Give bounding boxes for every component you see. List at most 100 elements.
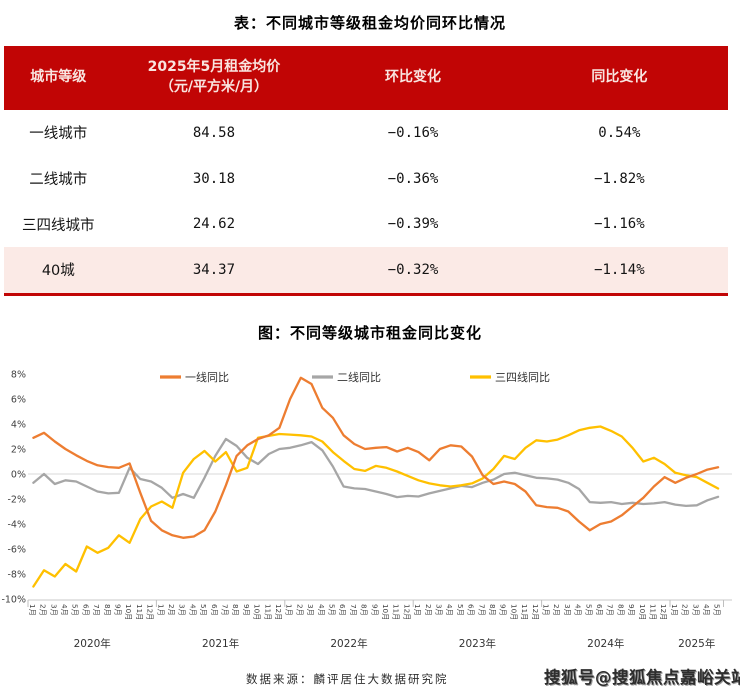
cell-tier: 40城: [41, 263, 75, 280]
cell-yoy: 0.54%: [598, 124, 641, 141]
table-row: 二线城市 30.18 −0.36% −1.82%: [4, 156, 728, 202]
x-month-label: 8月: [488, 604, 497, 616]
x-month-label: 6月: [467, 604, 476, 616]
x-month-label: 10月: [638, 604, 647, 620]
x-year-label: 2025年: [678, 637, 715, 650]
x-month-label: 3月: [563, 604, 572, 616]
y-axis-tick-label: -10%: [1, 595, 26, 606]
x-month-label: 7月: [477, 604, 486, 616]
cell-price: 24.62: [192, 216, 236, 233]
cell-tier: 二线城市: [29, 172, 88, 189]
y-axis-tick-label: -6%: [8, 545, 27, 556]
x-month-label: 11月: [520, 604, 529, 620]
x-month-label: 12月: [531, 604, 540, 620]
y-axis-tick-label: -4%: [8, 520, 27, 531]
cell-yoy: −1.14%: [594, 261, 645, 278]
y-axis-tick-label: 6%: [11, 395, 26, 406]
cell-mom: −0.16%: [387, 124, 439, 141]
table-row: 三四线城市 24.62 −0.39% −1.16%: [4, 201, 728, 247]
x-year-label: 2023年: [459, 637, 496, 650]
header-yoy: 同比变化: [591, 69, 648, 86]
table-row-highlighted: 40城 34.37 −0.32% −1.14%: [4, 247, 728, 293]
cell-tier: 三四线城市: [22, 217, 95, 234]
x-month-label: 3月: [691, 604, 700, 616]
y-axis-tick-label: -2%: [8, 495, 27, 506]
cell-price: 30.18: [192, 170, 236, 187]
x-month-label: 1月: [413, 604, 422, 616]
header-city-tier: 城市等级: [30, 69, 87, 86]
yoy-line-chart: 8%6%4%2%0%-2%-4%-6%-8%-10%1月 2月 3月 4月 5月 6月 7月…: [1, 370, 732, 650]
cell-yoy: −1.82%: [594, 170, 645, 187]
x-month-label: 5月: [327, 604, 336, 616]
x-month-label: 2月: [167, 604, 176, 616]
series-line-三四线同比: [32, 425, 720, 588]
x-month-label: 12月: [659, 604, 668, 620]
x-month-label: 5月: [584, 604, 593, 616]
x-month-label: 2月: [681, 604, 690, 616]
header-price: 2025年5月租金均价 （元/平方米/月）: [113, 58, 316, 97]
x-month-label: 3月: [178, 604, 187, 616]
x-month-label: 9月: [370, 604, 379, 616]
x-month-label: 1月: [28, 604, 37, 616]
x-month-label: 12月: [146, 604, 155, 620]
x-month-label: 11月: [392, 604, 401, 620]
x-month-label: 4月: [574, 604, 583, 616]
x-month-label: 5月: [456, 604, 465, 616]
series-line-一线同比: [32, 376, 720, 539]
header-price-line2: （元/平方米/月）: [159, 79, 269, 95]
y-axis-tick-label: 2%: [11, 445, 26, 456]
x-month-label: 11月: [263, 604, 272, 620]
x-month-label: 4月: [188, 604, 197, 616]
x-month-label: 1月: [285, 604, 294, 616]
x-month-label: 2月: [552, 604, 561, 616]
x-month-label: 1月: [670, 604, 679, 616]
table-title: 表：不同城市等级租金均价同环比情况: [233, 14, 506, 32]
x-month-label: 4月: [702, 604, 711, 616]
x-month-label: 11月: [135, 604, 144, 620]
header-mom: 环比变化: [385, 69, 442, 86]
legend-label-0: 一线同比: [185, 370, 229, 384]
x-month-label: 2月: [295, 604, 304, 616]
cell-tier: 一线城市: [29, 126, 88, 143]
x-month-label: 6月: [595, 604, 604, 616]
rent-table-header: 城市等级 2025年5月租金均价 （元/平方米/月） 环比变化 同比变化: [4, 46, 728, 110]
y-axis-tick-label: -8%: [8, 570, 27, 581]
legend-label-2: 三四线同比: [495, 370, 550, 384]
x-year-label: 2021年: [202, 637, 239, 650]
x-month-label: 7月: [349, 604, 358, 616]
x-year-label: 2020年: [74, 637, 111, 650]
rent-table: 城市等级 2025年5月租金均价 （元/平方米/月） 环比变化 同比变化 一线城…: [4, 46, 728, 296]
x-month-label: 5月: [199, 604, 208, 616]
header-price-line1: 2025年5月租金均价: [147, 59, 281, 76]
cell-mom: −0.32%: [387, 261, 439, 278]
chart-title: 图：不同等级城市租金同比变化: [257, 324, 482, 342]
x-month-label: 9月: [242, 604, 251, 616]
x-month-label: 1月: [156, 604, 165, 616]
cell-price: 84.58: [192, 124, 236, 141]
x-month-label: 9月: [499, 604, 508, 616]
cell-price: 34.37: [192, 261, 236, 278]
x-month-label: 8月: [360, 604, 369, 616]
x-month-label: 3月: [306, 604, 315, 616]
x-month-label: 2月: [424, 604, 433, 616]
cell-yoy: −1.16%: [594, 216, 645, 233]
watermark: 搜狐号@搜狐焦点嘉峪关站: [544, 668, 740, 687]
x-month-label: 3月: [49, 604, 58, 616]
x-month-label: 2月: [39, 604, 48, 616]
x-month-label: 12月: [402, 604, 411, 620]
x-month-label: 10月: [381, 604, 390, 620]
x-month-label: 8月: [103, 604, 112, 616]
x-month-label: 6月: [210, 604, 219, 616]
x-month-label: 4月: [317, 604, 326, 616]
x-month-label: 5月: [71, 604, 80, 616]
x-month-label: 10月: [124, 604, 133, 620]
x-month-label: 4月: [60, 604, 69, 616]
x-year-label: 2024年: [587, 637, 624, 650]
cell-mom: −0.39%: [387, 216, 439, 233]
series-line-二线同比: [32, 437, 720, 508]
x-month-label: 5月: [713, 604, 722, 616]
x-month-label: 8月: [231, 604, 240, 616]
cell-mom: −0.36%: [387, 170, 439, 187]
y-axis-tick-label: 8%: [11, 370, 26, 381]
